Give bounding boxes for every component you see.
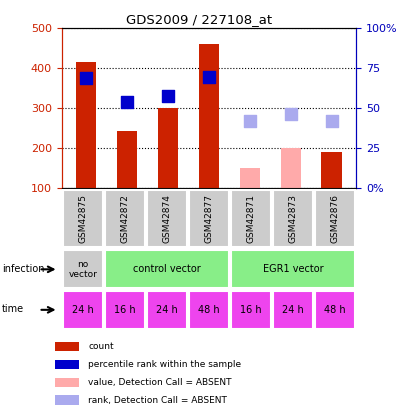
Text: 48 h: 48 h (324, 305, 346, 315)
Text: GSM42872: GSM42872 (120, 194, 129, 243)
Bar (322, 152, 342, 188)
Bar (281, 148, 301, 188)
Text: value, Detection Call = ABSENT: value, Detection Call = ABSENT (88, 378, 232, 387)
FancyBboxPatch shape (105, 291, 144, 329)
FancyBboxPatch shape (63, 190, 103, 247)
Text: GSM42873: GSM42873 (289, 194, 298, 243)
Text: percentile rank within the sample: percentile rank within the sample (88, 360, 241, 369)
Point (165, 93, 171, 100)
FancyBboxPatch shape (273, 291, 313, 329)
Bar (117, 131, 137, 188)
Point (83, 75, 90, 81)
FancyBboxPatch shape (147, 190, 187, 247)
Text: time: time (2, 305, 24, 314)
FancyBboxPatch shape (55, 378, 79, 387)
FancyBboxPatch shape (273, 190, 313, 247)
FancyBboxPatch shape (55, 360, 79, 369)
Point (247, 118, 253, 124)
Text: no
vector: no vector (68, 260, 97, 279)
Bar (76, 62, 96, 188)
Text: GSM42875: GSM42875 (78, 194, 87, 243)
FancyBboxPatch shape (63, 291, 103, 329)
Text: 24 h: 24 h (72, 305, 94, 315)
Point (124, 99, 130, 106)
Text: GSM42877: GSM42877 (205, 194, 213, 243)
Text: infection: infection (2, 264, 45, 274)
Text: rank, Detection Call = ABSENT: rank, Detection Call = ABSENT (88, 396, 227, 405)
Text: 24 h: 24 h (282, 305, 304, 315)
FancyBboxPatch shape (315, 190, 355, 247)
Text: GSM42874: GSM42874 (162, 194, 172, 243)
FancyBboxPatch shape (231, 250, 355, 288)
Text: GSM42876: GSM42876 (331, 194, 339, 243)
Text: 16 h: 16 h (240, 305, 262, 315)
Text: 48 h: 48 h (198, 305, 220, 315)
Text: GSM42871: GSM42871 (246, 194, 256, 243)
FancyBboxPatch shape (189, 190, 229, 247)
FancyBboxPatch shape (105, 190, 144, 247)
Bar (158, 108, 178, 188)
FancyBboxPatch shape (189, 291, 229, 329)
Text: count: count (88, 342, 114, 352)
Text: 24 h: 24 h (156, 305, 178, 315)
Bar (199, 44, 219, 188)
Point (206, 74, 212, 80)
Text: control vector: control vector (133, 264, 201, 274)
Bar (240, 168, 260, 188)
FancyBboxPatch shape (231, 190, 271, 247)
FancyBboxPatch shape (147, 291, 187, 329)
FancyBboxPatch shape (55, 395, 79, 405)
FancyBboxPatch shape (63, 250, 103, 288)
Point (288, 111, 294, 117)
FancyBboxPatch shape (55, 342, 79, 352)
Point (328, 118, 335, 124)
FancyBboxPatch shape (315, 291, 355, 329)
Text: 16 h: 16 h (114, 305, 136, 315)
Text: GDS2009 / 227108_at: GDS2009 / 227108_at (126, 13, 272, 26)
FancyBboxPatch shape (105, 250, 229, 288)
FancyBboxPatch shape (231, 291, 271, 329)
Text: EGR1 vector: EGR1 vector (263, 264, 324, 274)
